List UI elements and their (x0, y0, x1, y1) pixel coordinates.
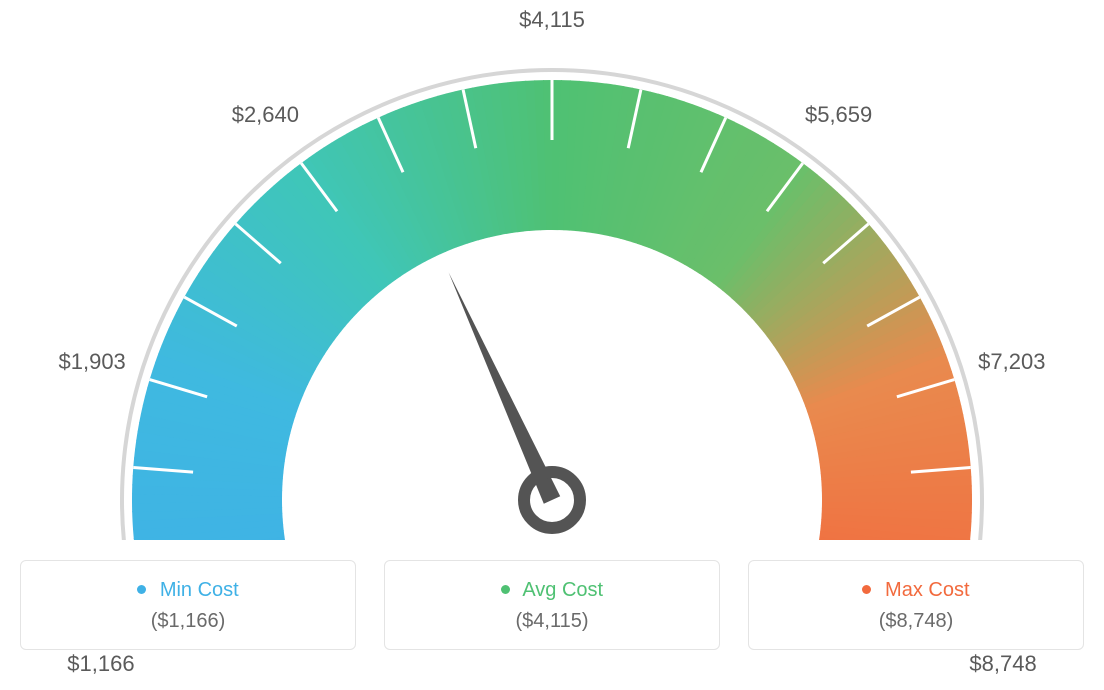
gauge-chart: $1,166$1,903$2,640$4,115$5,659$7,203$8,7… (20, 20, 1084, 540)
dot-icon (501, 585, 510, 594)
dot-icon (137, 585, 146, 594)
gauge-svg (20, 20, 1084, 540)
gauge-tick-label: $4,115 (519, 7, 585, 33)
legend-title-min: Min Cost (31, 579, 345, 602)
legend-value-min: ($1,166) (31, 610, 345, 633)
gauge-tick-label: $8,748 (969, 651, 1036, 677)
legend-label-avg: Avg Cost (522, 579, 603, 601)
gauge-tick-label: $2,640 (232, 102, 299, 128)
legend-card-max: Max Cost ($8,748) (748, 560, 1084, 650)
gauge-tick-label: $7,203 (978, 349, 1045, 375)
dot-icon (862, 585, 871, 594)
gauge-tick-label: $1,903 (59, 349, 126, 375)
legend-label-max: Max Cost (885, 579, 969, 601)
legend-title-max: Max Cost (759, 579, 1073, 602)
legend-label-min: Min Cost (160, 579, 239, 601)
legend-value-max: ($8,748) (759, 610, 1073, 633)
legend-value-avg: ($4,115) (395, 610, 709, 633)
legend-title-avg: Avg Cost (395, 579, 709, 602)
cost-gauge-card: $1,166$1,903$2,640$4,115$5,659$7,203$8,7… (20, 20, 1084, 650)
gauge-tick-label: $5,659 (805, 102, 872, 128)
legend-card-min: Min Cost ($1,166) (20, 560, 356, 650)
legend-card-avg: Avg Cost ($4,115) (384, 560, 720, 650)
gauge-tick-label: $1,166 (67, 651, 134, 677)
legend-row: Min Cost ($1,166) Avg Cost ($4,115) Max … (20, 560, 1084, 650)
